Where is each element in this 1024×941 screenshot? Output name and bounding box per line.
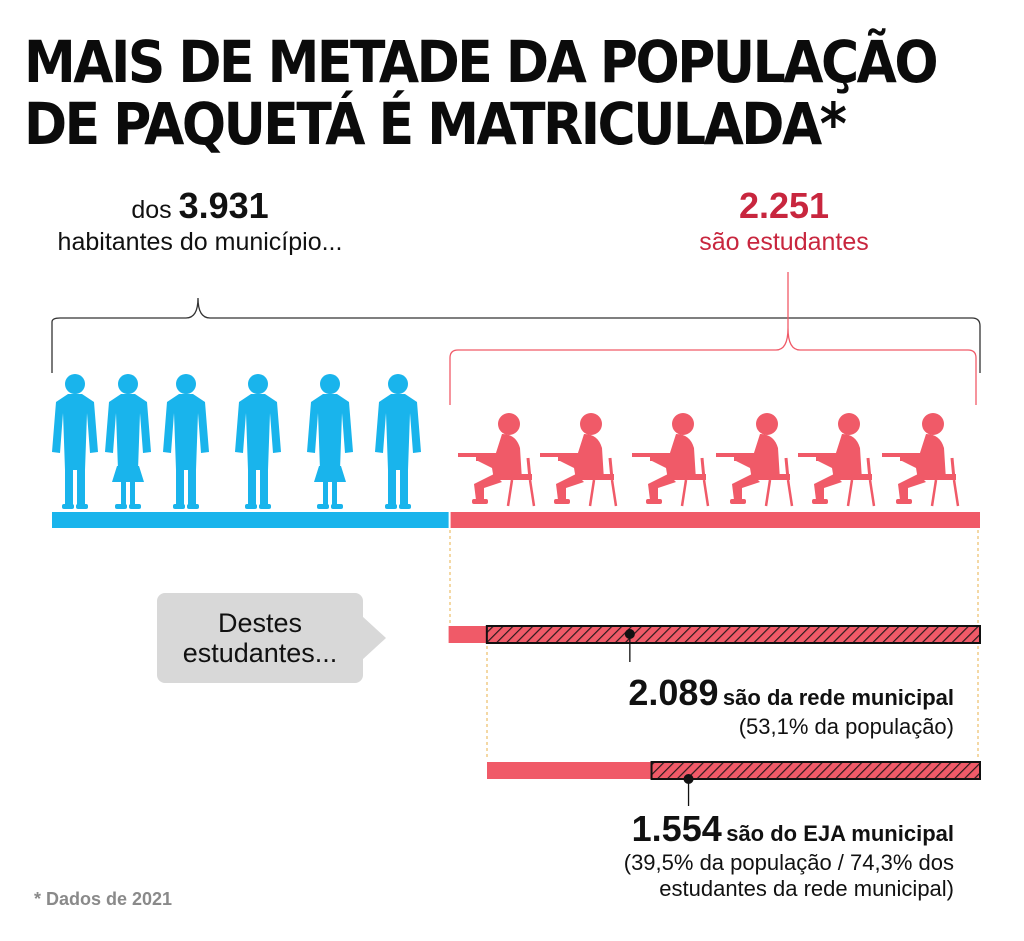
students-value: 2.251 bbox=[738, 185, 830, 226]
population-suffix: habitantes do município... bbox=[57, 228, 343, 257]
student-at-desk-icon bbox=[632, 413, 710, 507]
annotation-eja-sub-2: estudantes da rede municipal) bbox=[659, 875, 954, 901]
eja-hatched-bar bbox=[650, 761, 981, 780]
population-value: 3.931 bbox=[178, 185, 269, 226]
footnote: * Dados de 2021 bbox=[34, 889, 173, 909]
students-bubble: Destes estudantes... bbox=[157, 593, 363, 683]
population-bar bbox=[52, 512, 449, 528]
chart-title-line-2: DE PAQUETÁ É MATRICULADA* bbox=[24, 91, 847, 159]
annotation-municipal-sub: (53,1% da população) bbox=[738, 714, 954, 739]
students-bar bbox=[450, 512, 980, 528]
students-brace bbox=[449, 272, 977, 405]
population-brace bbox=[51, 297, 981, 373]
chart-title-line-1: MAIS DE METADE DA POPULAÇÃO bbox=[24, 29, 939, 97]
population-label: dos 3.931 habitantes do município... bbox=[0, 184, 400, 257]
bubble-line-2: estudantes... bbox=[182, 638, 338, 668]
student-at-desk-icon bbox=[882, 413, 960, 507]
adult-person-icon bbox=[163, 374, 209, 509]
students-suffix: são estudantes bbox=[699, 228, 869, 257]
bubble-line-1: Destes bbox=[217, 607, 303, 638]
annotation-eja-desc: são do EJA municipal bbox=[726, 821, 954, 846]
student-at-desk-icon bbox=[540, 413, 618, 507]
annotation-municipal: 2.089 são da rede municipal (53,1% da po… bbox=[628, 672, 954, 740]
adult-person-icon bbox=[105, 374, 151, 509]
adult-person-icon bbox=[52, 374, 98, 509]
annotation-eja-value: 1.554 bbox=[631, 808, 722, 849]
annotation-eja-sub-1: (39,5% da população / 74,3% dos bbox=[623, 850, 954, 875]
students-label: 2.251 são estudantes bbox=[634, 184, 934, 257]
student-at-desk-icon bbox=[716, 413, 794, 507]
bubble-arrow-icon bbox=[362, 616, 386, 660]
adult-person-icon bbox=[307, 374, 353, 509]
annotation-municipal-value: 2.089 bbox=[628, 672, 719, 713]
adult-person-icon bbox=[235, 374, 281, 509]
student-at-desk-icon bbox=[798, 413, 876, 507]
population-prefix: dos bbox=[131, 196, 172, 224]
student-at-desk-icon bbox=[458, 413, 536, 507]
municipal-hatched-bar bbox=[485, 625, 981, 644]
annotation-eja: 1.554 são do EJA municipal (39,5% da pop… bbox=[624, 808, 954, 902]
adult-person-icon bbox=[375, 374, 421, 509]
annotation-municipal-desc: são da rede municipal bbox=[722, 685, 954, 710]
